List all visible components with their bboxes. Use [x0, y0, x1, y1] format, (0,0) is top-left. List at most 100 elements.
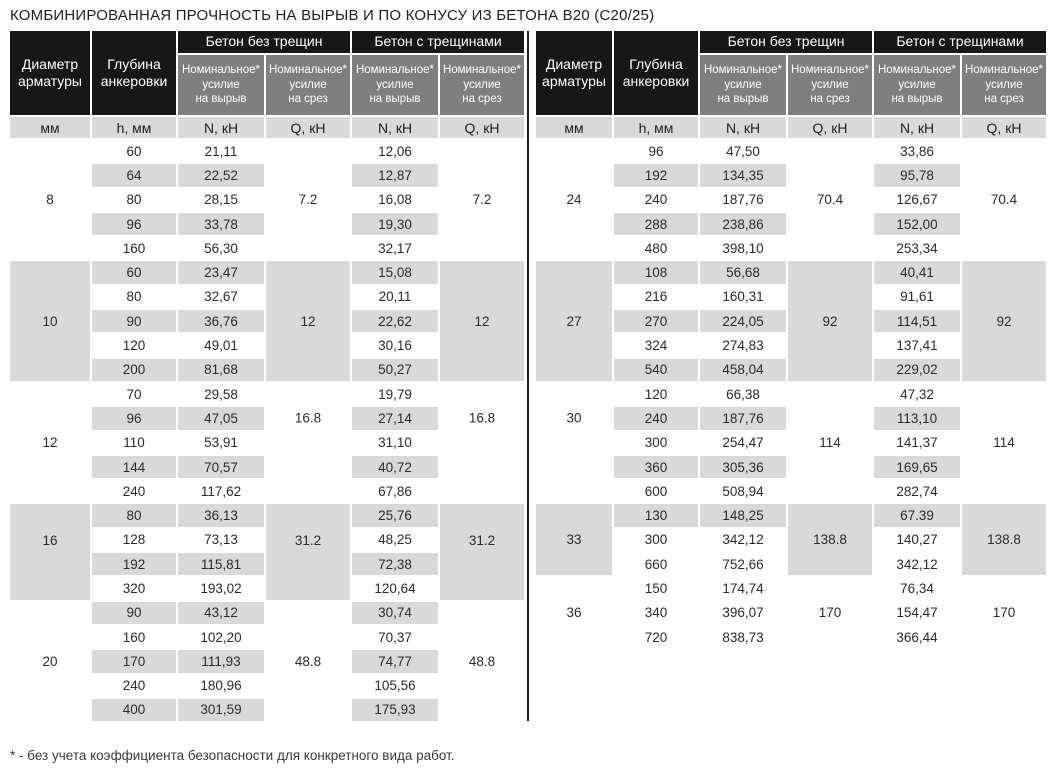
depth-cell: 160 — [92, 237, 176, 260]
pullout-cell: 148,25 — [700, 504, 786, 527]
pullout-cell: 47,32 — [874, 382, 960, 406]
pullout-cell: 56,68 — [700, 261, 786, 284]
shear-value-cell: 16.8 — [266, 382, 350, 503]
shear-value-cell: 170 — [962, 577, 1046, 649]
pullout-cell: 70,57 — [178, 455, 264, 479]
depth-cell: 60 — [92, 261, 176, 284]
pullout-cell: 19,79 — [352, 382, 438, 406]
pullout-cell: 114,51 — [874, 310, 960, 333]
pullout-cell: 169,65 — [874, 455, 960, 479]
pullout-cell: 23,47 — [178, 261, 264, 284]
shear-value-cell: 48.8 — [266, 601, 350, 722]
subheader-shear-cell: Номинальное* усилие на срез — [266, 55, 350, 115]
depth-cell: 128 — [92, 528, 176, 552]
pullout-cell: 30,16 — [352, 334, 438, 357]
pullout-cell: 21,11 — [178, 140, 264, 163]
depth-cell: 120 — [614, 382, 698, 406]
depth-cell: 320 — [92, 577, 176, 600]
pullout-cell: 33,78 — [178, 212, 264, 236]
pullout-cell: 224,05 — [700, 310, 786, 333]
unit-cell: N, кН — [352, 117, 438, 138]
subheader-shear-cell: Номинальное* усилие на срез — [440, 55, 524, 115]
pullout-cell: 67.39 — [874, 504, 960, 527]
pullout-cell: 81,68 — [178, 358, 264, 381]
depth-cell: 216 — [614, 285, 698, 309]
depth-cell: 270 — [614, 310, 698, 333]
pullout-cell: 137,41 — [874, 334, 960, 357]
pullout-cell: 838,73 — [700, 625, 786, 649]
depth-cell: 340 — [614, 601, 698, 624]
pullout-cell: 396,07 — [700, 601, 786, 624]
pullout-cell: 229,02 — [874, 358, 960, 381]
subheader-pullout-cell: Номинальное* усилие на вырыв — [178, 55, 264, 115]
depth-cell: 300 — [614, 431, 698, 454]
depth-cell: 108 — [614, 261, 698, 284]
pullout-cell: 117,62 — [178, 480, 264, 503]
pullout-cell: 36,13 — [178, 504, 264, 527]
depth-cell: 288 — [614, 212, 698, 236]
pullout-cell: 32,17 — [352, 237, 438, 260]
pullout-cell: 28,15 — [178, 188, 264, 211]
depth-cell: 240 — [614, 188, 698, 211]
pullout-cell: 342,12 — [874, 553, 960, 576]
pullout-cell: 141,37 — [874, 431, 960, 454]
depth-cell: 240 — [92, 480, 176, 503]
group-header-no-cracks: Бетон без трещин — [700, 31, 872, 53]
pullout-cell: 274,83 — [700, 334, 786, 357]
depth-cell: 720 — [614, 625, 698, 649]
depth-header-cell: Глубина анкеровки — [614, 31, 698, 115]
depth-cell: 80 — [92, 504, 176, 527]
pullout-cell: 238,86 — [700, 212, 786, 236]
pullout-cell: 32,67 — [178, 285, 264, 309]
diameter-cell: 16 — [10, 504, 90, 600]
diameter-cell: 30 — [536, 382, 612, 503]
pullout-cell: 102,20 — [178, 625, 264, 649]
diameter-cell: 27 — [536, 261, 612, 381]
depth-cell: 240 — [614, 407, 698, 430]
pullout-cell: 29,58 — [178, 382, 264, 406]
pullout-cell: 752,66 — [700, 553, 786, 576]
depth-cell: 200 — [92, 358, 176, 381]
pullout-cell: 508,94 — [700, 480, 786, 503]
pullout-cell: 56,30 — [178, 237, 264, 260]
pullout-cell: 187,76 — [700, 188, 786, 211]
unit-cell: Q, кН — [440, 117, 524, 138]
unit-cell: мм — [10, 117, 90, 138]
pullout-cell: 301,59 — [178, 698, 264, 722]
pullout-cell: 20,11 — [352, 285, 438, 309]
diameter-cell: 36 — [536, 577, 612, 649]
pullout-cell: 53,91 — [178, 431, 264, 454]
shear-value-cell: 70.4 — [962, 140, 1046, 260]
pullout-cell: 49,01 — [178, 334, 264, 357]
pullout-cell: 120,64 — [352, 577, 438, 600]
diameter-cell: 10 — [10, 261, 90, 381]
depth-cell: 160 — [92, 625, 176, 649]
subheader-pullout-cell: Номинальное* усилие на вырыв — [874, 55, 960, 115]
depth-cell: 144 — [92, 455, 176, 479]
pullout-cell: 76,34 — [874, 577, 960, 600]
depth-cell: 324 — [614, 334, 698, 357]
shear-value-cell: 7.2 — [440, 140, 524, 260]
depth-cell: 192 — [92, 553, 176, 576]
depth-cell: 64 — [92, 164, 176, 187]
shear-value-cell: 170 — [788, 577, 872, 649]
pullout-cell: 66,38 — [700, 382, 786, 406]
unit-cell: N, кН — [700, 117, 786, 138]
pullout-cell: 16,08 — [352, 188, 438, 211]
pullout-cell: 366,44 — [874, 625, 960, 649]
pullout-cell: 458,04 — [700, 358, 786, 381]
depth-cell: 120 — [92, 334, 176, 357]
diameter-header-cell: Диаметр арматуры — [536, 31, 612, 115]
pullout-cell: 74,77 — [352, 650, 438, 673]
pullout-cell: 30,74 — [352, 601, 438, 624]
pullout-cell: 305,36 — [700, 455, 786, 479]
shear-value-cell: 114 — [788, 382, 872, 503]
pullout-cell: 140,27 — [874, 528, 960, 552]
diameter-cell: 24 — [536, 140, 612, 260]
depth-cell: 80 — [92, 188, 176, 211]
shear-value-cell: 92 — [788, 261, 872, 381]
pullout-cell: 115,81 — [178, 553, 264, 576]
shear-value-cell: 70.4 — [788, 140, 872, 260]
depth-cell: 96 — [614, 140, 698, 163]
